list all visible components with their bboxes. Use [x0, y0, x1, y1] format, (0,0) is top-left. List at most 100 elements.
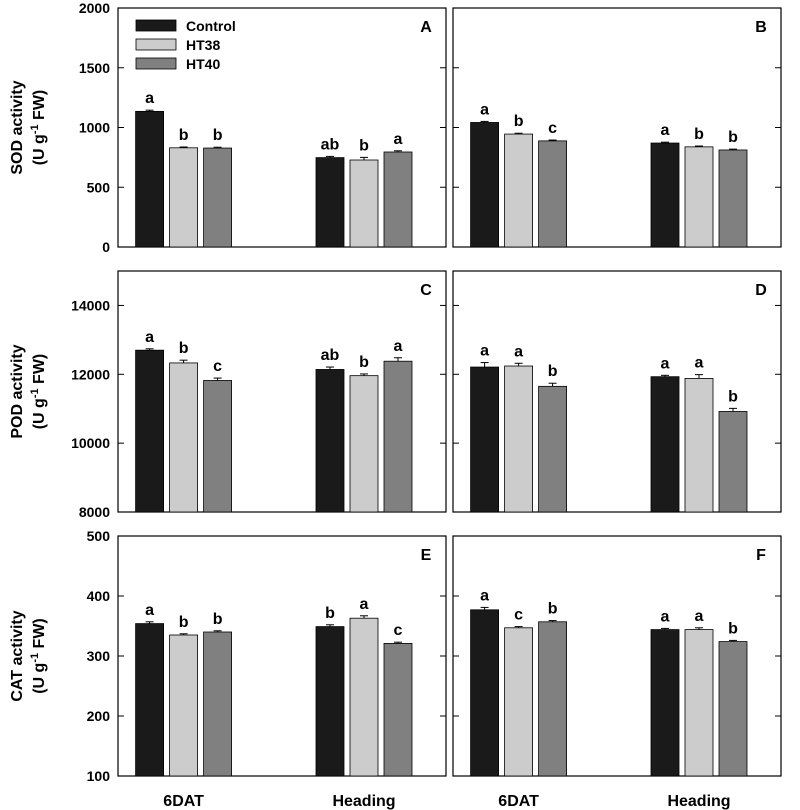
bar-ht38-6dat [169, 634, 199, 777]
y-tick-label: 12000 [71, 366, 110, 382]
significance-label: b [179, 127, 189, 144]
legend-label-ht40: HT40 [186, 56, 220, 72]
bar-ht40-heading [383, 643, 413, 777]
significance-label: a [661, 608, 670, 625]
y-axis-label-line2: (U g-1 FW) [29, 618, 48, 694]
bar-ht40-6dat [203, 147, 233, 248]
significance-label: ab [321, 136, 340, 153]
panel-frame [452, 270, 782, 513]
panel-letter: A [420, 19, 432, 36]
panel-letter: E [421, 547, 432, 564]
y-tick-label: 200 [87, 708, 111, 724]
bar-control-heading [315, 157, 345, 248]
significance-label: b [179, 614, 189, 631]
bar-ht40-6dat [203, 380, 233, 513]
bar-control-heading [650, 376, 680, 513]
bar-ht38-6dat [169, 362, 199, 513]
bar-ht40-6dat [203, 631, 233, 777]
significance-label: c [548, 120, 557, 137]
panel-frame [117, 270, 447, 513]
y-tick-label: 14000 [71, 297, 110, 313]
legend-swatch-control [135, 19, 177, 32]
significance-label: a [695, 608, 704, 625]
y-tick-label: 500 [87, 179, 111, 195]
bar-control-heading [315, 626, 345, 777]
bar-ht38-heading [684, 629, 714, 777]
significance-label: a [394, 131, 403, 148]
y-tick-label: 100 [87, 768, 111, 784]
significance-label: b [213, 127, 223, 144]
y-axis-label-line2: (U g-1 FW) [29, 354, 48, 430]
x-category-label-6dat: 6DAT [498, 793, 539, 810]
significance-label: a [480, 101, 489, 118]
bar-ht38-6dat [504, 365, 534, 513]
y-tick-label: 300 [87, 648, 111, 664]
y-axis-label-line2: (U g-1 FW) [29, 90, 48, 166]
legend-swatch-ht40 [135, 57, 177, 70]
y-tick-label: 0 [102, 239, 110, 255]
significance-label: a [661, 355, 670, 372]
y-tick-label: 1000 [79, 120, 110, 136]
x-category-label-6dat: 6DAT [163, 793, 204, 810]
y-tick-label: 400 [87, 588, 111, 604]
bar-ht40-heading [383, 151, 413, 248]
bar-ht38-6dat [504, 133, 534, 248]
bar-ht38-6dat [169, 147, 199, 248]
significance-label: b [325, 605, 335, 622]
y-tick-label: 10000 [71, 435, 110, 451]
bar-ht38-heading [349, 617, 379, 777]
significance-label: b [359, 137, 369, 154]
significance-label: a [360, 596, 369, 613]
bar-ht38-6dat [504, 627, 534, 777]
bar-control-heading [315, 369, 345, 513]
panel-letter: C [420, 282, 432, 299]
panel-B: a b c a b b B [452, 7, 782, 248]
significance-label: b [548, 363, 558, 380]
bar-control-heading [650, 629, 680, 777]
panel-letter: D [755, 282, 767, 299]
bar-ht40-6dat [538, 385, 567, 513]
y-tick-label: 1500 [79, 60, 110, 76]
bar-control-heading [650, 142, 680, 248]
panel-F: a c b a a b F [452, 535, 782, 777]
significance-label: b [694, 126, 704, 143]
y-axis-label-3: CAT activity (U g-1 FW) [9, 610, 48, 701]
significance-label: a [514, 343, 523, 360]
y-tick-label: 500 [87, 528, 111, 544]
significance-label: b [728, 388, 738, 405]
significance-label: c [394, 622, 403, 639]
significance-label: b [179, 340, 189, 357]
significance-label: b [548, 601, 558, 618]
y-axis-label-line1: SOD activity [9, 80, 26, 174]
y-tick-label: 2000 [79, 0, 110, 16]
bar-control-6dat [135, 110, 165, 248]
x-category-label-heading: Heading [332, 793, 395, 810]
bar-control-6dat [135, 623, 165, 777]
panel-letter: F [756, 547, 766, 564]
bar-ht40-heading [718, 641, 748, 777]
bar-control-6dat [470, 609, 500, 777]
panel-D: a a b a a b D [452, 270, 782, 513]
bar-ht40-heading [718, 411, 748, 513]
bar-control-6dat [135, 349, 165, 513]
bar-ht40-heading [383, 360, 413, 513]
y-axis-label-2: POD activity (U g-1 FW) [9, 344, 48, 438]
bar-ht40-6dat [538, 140, 567, 248]
significance-label: c [514, 607, 523, 624]
bar-ht40-heading [718, 149, 748, 248]
significance-label: c [213, 358, 222, 375]
legend-label-control: Control [186, 18, 236, 34]
bar-ht38-heading [684, 378, 714, 513]
significance-label: a [394, 338, 403, 355]
significance-label: b [213, 611, 223, 628]
significance-label: a [480, 343, 489, 360]
legend: Control HT38 HT40 [135, 18, 236, 72]
significance-label: b [728, 620, 738, 637]
significance-label: a [145, 90, 154, 107]
panel-E: 100 200 300 400 500 a b b b a c E [87, 528, 447, 784]
y-tick-label: 8000 [79, 504, 110, 520]
legend-swatch-ht38 [135, 38, 177, 51]
